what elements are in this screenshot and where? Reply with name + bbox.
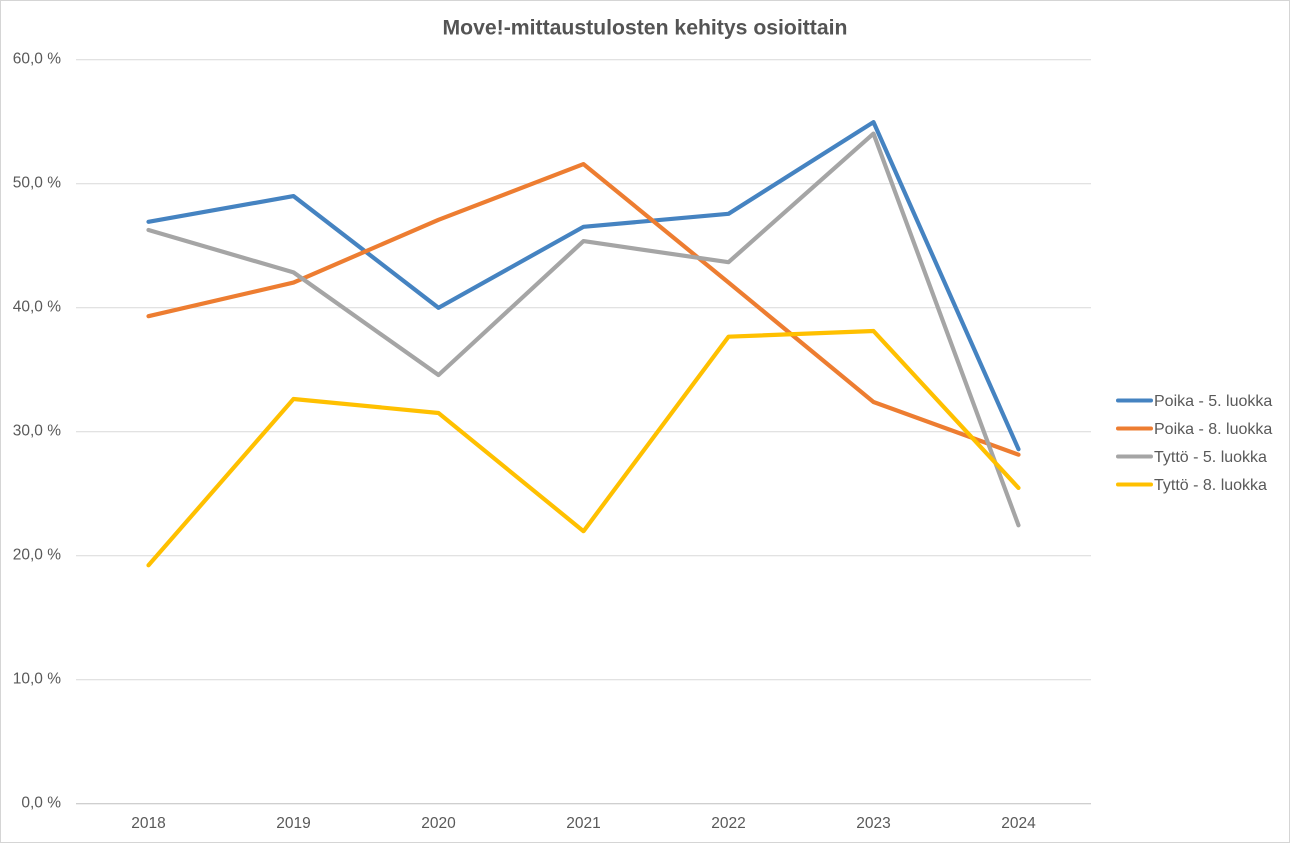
svg-text:2018: 2018 xyxy=(131,815,165,832)
svg-text:Tyttö - 5. luokka: Tyttö - 5. luokka xyxy=(1154,449,1267,466)
svg-text:2020: 2020 xyxy=(421,815,456,832)
svg-text:20,0 %: 20,0 % xyxy=(13,547,61,564)
svg-text:0,0 %: 0,0 % xyxy=(21,795,61,812)
svg-text:Tyttö - 8. luokka: Tyttö - 8. luokka xyxy=(1154,477,1267,494)
svg-text:10,0 %: 10,0 % xyxy=(13,671,61,688)
svg-text:2022: 2022 xyxy=(711,815,745,832)
svg-text:2019: 2019 xyxy=(276,815,310,832)
svg-text:30,0 %: 30,0 % xyxy=(13,423,61,440)
svg-text:2023: 2023 xyxy=(856,815,890,832)
svg-text:60,0 %: 60,0 % xyxy=(13,51,61,68)
svg-text:50,0 %: 50,0 % xyxy=(13,175,61,192)
svg-text:Poika - 5. luokka: Poika - 5. luokka xyxy=(1154,393,1272,410)
svg-text:Poika - 8. luokka: Poika - 8. luokka xyxy=(1154,421,1272,438)
svg-text:2024: 2024 xyxy=(1001,815,1036,832)
svg-text:40,0 %: 40,0 % xyxy=(13,299,61,316)
svg-text:2021: 2021 xyxy=(566,815,600,832)
svg-text:Move!-mittaustulosten kehitys: Move!-mittaustulosten kehitys osioittain xyxy=(443,16,848,39)
